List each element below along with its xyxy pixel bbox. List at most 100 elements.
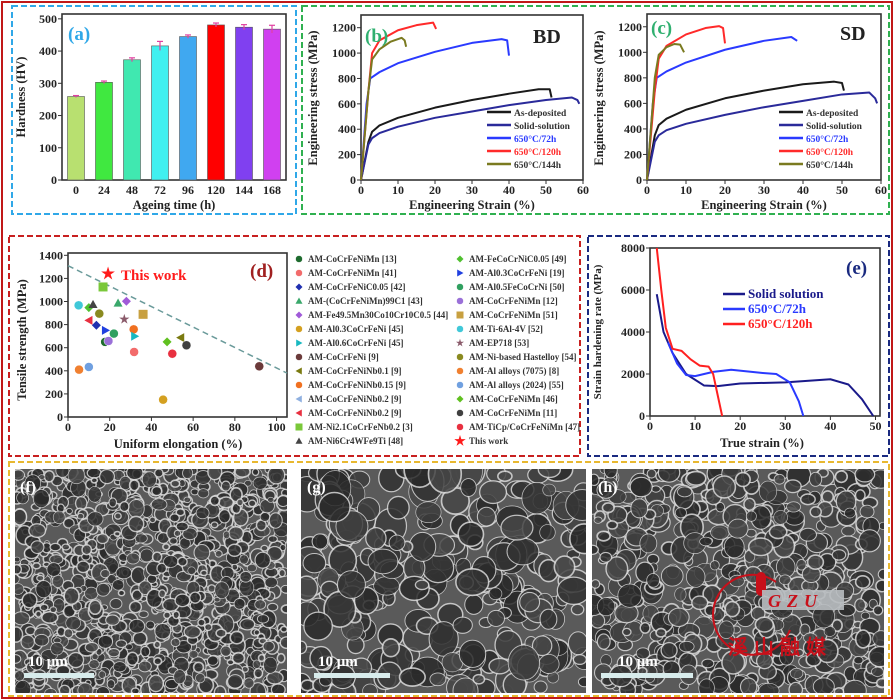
d-ytick-label: 1200 — [39, 271, 63, 285]
sem-image-h-dimple — [833, 687, 845, 693]
sem-image-h-dimple — [592, 473, 600, 487]
sem-image-f-dimple — [108, 497, 118, 508]
sem-image-f-dimple — [76, 560, 91, 574]
sem-image-f-dimple — [77, 682, 94, 693]
sem-image-f-dimple — [15, 680, 32, 693]
sem-image-f-dimple — [113, 512, 122, 520]
sem-image-f-dimple — [61, 543, 71, 551]
sem-image-f-dimple — [145, 620, 156, 630]
sem-h-scale-bar — [601, 673, 693, 678]
sem-image-f-dimple — [210, 521, 219, 529]
sem-image-h-dimple — [739, 677, 758, 693]
sem-image-f-dimple — [172, 610, 181, 620]
bar-144 — [235, 26, 253, 181]
d-point-triangle-left — [84, 315, 93, 325]
c-ytick-label: 800 — [624, 71, 642, 85]
e-ytick-label: 2000 — [621, 367, 645, 381]
d-point-circle — [129, 347, 139, 357]
sem-image-h-dimple — [758, 480, 777, 502]
sem-image-f-dimple — [227, 525, 245, 541]
sem-image-f-dimple — [268, 512, 283, 529]
sem-image-f-dimple — [140, 645, 151, 658]
sem-image-h-dimple — [871, 666, 884, 677]
sem-image-g-dimple — [533, 680, 548, 693]
sem-image-f-dimple — [246, 563, 257, 573]
sem-image-f-dimple — [236, 498, 244, 507]
c-legend-label: 650°C/72h — [806, 134, 849, 145]
sem-image-f-dimple — [38, 474, 46, 480]
sem-image-f-dimple — [55, 469, 70, 478]
sem-image-g-dimple — [373, 576, 400, 596]
sem-image-h-dimple — [799, 493, 816, 506]
e-xtick-label: 40 — [824, 419, 836, 433]
d-legend-label: AM-Ni6Cr4WFe9Ti [48] — [308, 436, 403, 446]
d-legend-marker — [295, 297, 303, 304]
sem-f-scale-label: 10 μm — [28, 654, 68, 670]
d-point-circle — [128, 324, 139, 335]
a-xtick-label: 0 — [73, 183, 79, 197]
e-legend-label: Solid solution — [748, 286, 824, 301]
sem-image-g-dimple — [570, 603, 585, 616]
c-xtick-label: 10 — [680, 183, 692, 197]
sem-image-f-dimple — [222, 530, 231, 540]
d-legend-label: AM-(CoCrFeNiMn)99C1 [43] — [308, 296, 423, 306]
sem-image-f-dimple — [138, 610, 149, 619]
sem-image-g-dimple — [488, 657, 511, 675]
c-xtick-label: 20 — [719, 183, 731, 197]
sem-image-f-dimple — [231, 651, 246, 665]
sem-image-h-dimple — [721, 650, 746, 675]
sem-image-h-dimple — [754, 616, 775, 633]
d-point-circle — [254, 361, 265, 372]
sem-image-f-dimple — [148, 516, 157, 524]
sem-image-f-dimple — [76, 512, 85, 520]
a-xtick-label: 96 — [182, 183, 194, 197]
sem-image-g-dimple — [311, 533, 329, 550]
d-legend-marker — [296, 339, 303, 347]
d-legend-marker — [295, 269, 303, 277]
sem-image-f-dimple — [36, 574, 45, 582]
sem-image-f-dimple — [130, 687, 140, 693]
sem-image-f-dimple — [252, 476, 268, 490]
sem-image-f-dimple — [125, 651, 140, 667]
sem-image-g-dimple — [457, 521, 485, 548]
sem-image-h-dimple — [646, 469, 657, 479]
sem-image-h-dimple — [724, 600, 741, 618]
sem-image-f-dimple — [153, 656, 163, 666]
sem-image-f-dimple — [175, 507, 186, 517]
sem-image-f-dimple — [244, 480, 252, 487]
sem-h-scale-label: 10 μm — [618, 654, 658, 670]
sem-image-h-dimple — [854, 489, 866, 502]
sem-image-f-dimple — [193, 543, 211, 562]
c-xtick-label: 50 — [836, 183, 848, 197]
d-legend-marker — [295, 353, 303, 361]
b-series-650c144h — [360, 36, 408, 181]
b-xtick-label: 40 — [503, 183, 515, 197]
sem-image-f — [15, 469, 287, 693]
sem-image-g-dimple — [365, 527, 387, 550]
b-ytick-label: 200 — [338, 148, 356, 162]
sem-image-h-dimple — [784, 479, 802, 494]
sem-image-f-dimple — [128, 479, 140, 492]
d-legend-marker — [295, 437, 303, 444]
sem-image-f-dimple — [117, 589, 126, 597]
sem-image-h-dimple — [674, 587, 687, 602]
sem-image-h-dimple — [875, 677, 884, 688]
a-panel-label: (a) — [68, 24, 90, 45]
sem-image-g-dimple — [569, 523, 586, 555]
sem-image-h-dimple — [691, 595, 709, 611]
d-legend-label: AM-Al alloys (7075) [8] — [469, 366, 559, 376]
sem-image-g-dimple — [506, 537, 540, 566]
sem-image-f-dimple — [234, 469, 252, 479]
sem-image-f-dimple — [227, 674, 244, 689]
d-legend-label: AM-Ni2.1CoCrFeNb0.2 [3] — [308, 422, 413, 432]
a-xtick-label: 48 — [126, 183, 138, 197]
d-legend-marker — [295, 395, 302, 403]
sem-image-f-dimple — [173, 529, 182, 538]
d-point-triangle-right — [101, 325, 111, 335]
sem-image-f-dimple — [150, 498, 168, 511]
sem-image-g-dimple — [455, 568, 490, 597]
sem-image-g-dimple — [303, 611, 333, 641]
panel-sem-frame — [8, 461, 890, 697]
sem-image-g-dimple — [487, 609, 506, 627]
